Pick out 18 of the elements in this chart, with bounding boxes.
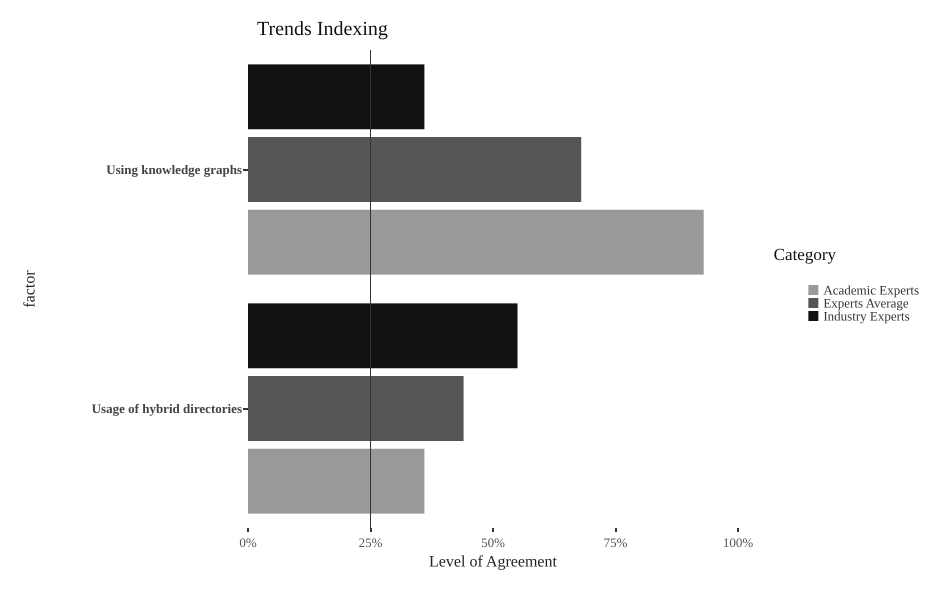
x-tick-label: 50% [481, 535, 506, 550]
bar [248, 210, 704, 275]
x-axis-title: Level of Agreement [429, 553, 558, 570]
chart-title: Trends Indexing [257, 18, 388, 40]
bar [248, 448, 424, 514]
x-tick-label: 100% [722, 535, 754, 550]
x-tick-label: 75% [604, 535, 628, 550]
bar [248, 303, 518, 368]
bar [248, 64, 424, 130]
bar [248, 137, 582, 202]
x-tick-label: 0% [239, 535, 257, 550]
y-tick-label: Usage of hybrid directories [92, 401, 242, 416]
y-tick-label: Using knowledge graphs [106, 162, 242, 177]
legend-title: Category [774, 245, 836, 264]
legend-label: Academic Experts [823, 282, 920, 298]
x-tick-label: 25% [358, 535, 383, 550]
bar [248, 376, 464, 441]
y-axis-title: factor [22, 270, 38, 308]
